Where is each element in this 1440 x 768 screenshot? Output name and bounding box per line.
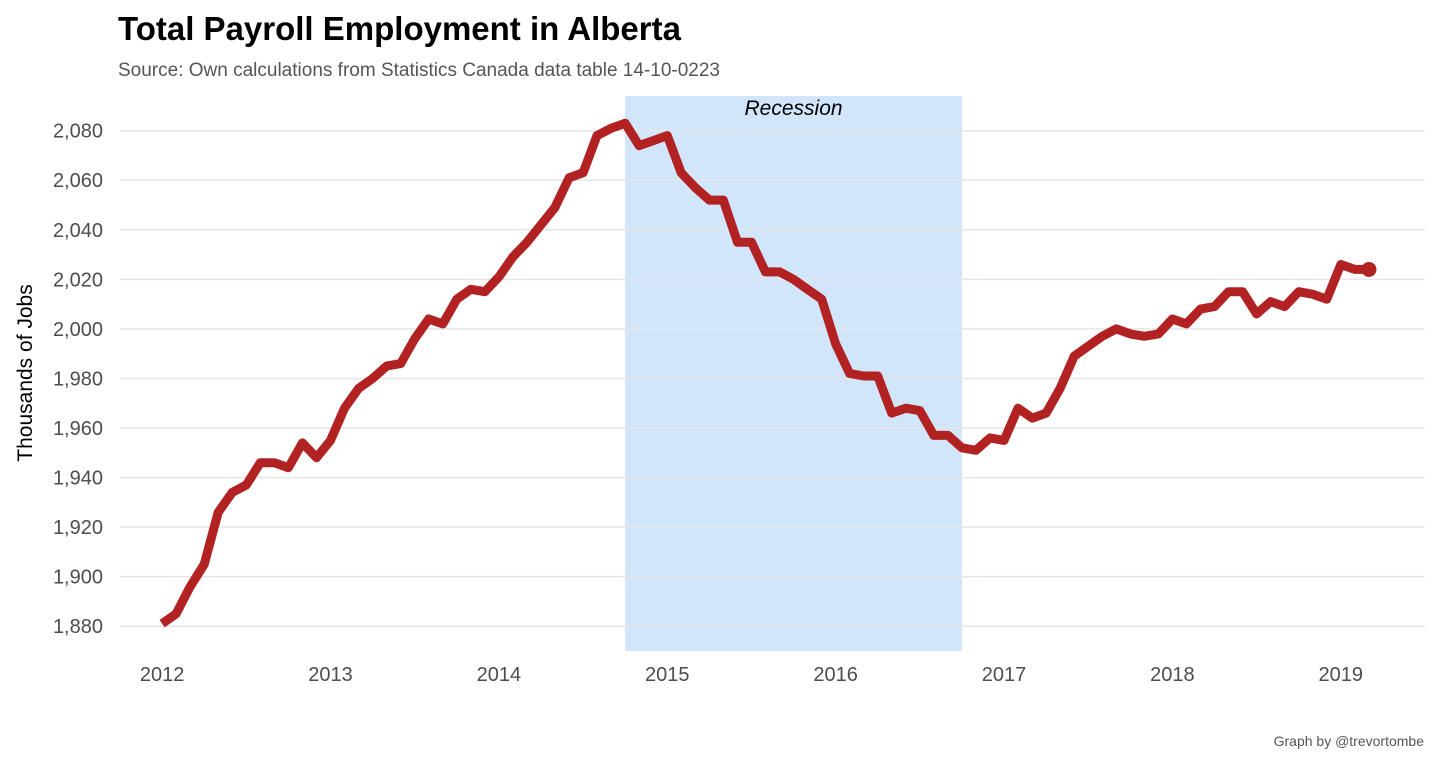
x-tick-label: 2017 — [982, 664, 1027, 686]
x-tick-label: 2014 — [477, 664, 522, 686]
x-tick-label: 2018 — [1150, 664, 1195, 686]
recession-region — [625, 96, 962, 651]
y-axis-title: Thousands of Jobs — [14, 284, 37, 461]
gridlines — [120, 129, 1425, 627]
series-layer — [159, 118, 1377, 628]
chart-caption: Graph by @trevortombe — [1273, 733, 1424, 749]
y-tick-label: 1,900 — [53, 567, 103, 589]
y-tick-label: 1,960 — [53, 418, 103, 440]
x-tick-label: 2015 — [645, 664, 690, 686]
y-tick-label: 2,000 — [53, 319, 103, 341]
recession-shade — [625, 96, 962, 651]
y-tick-label: 2,020 — [53, 269, 103, 291]
x-tick-label: 2012 — [140, 664, 185, 686]
x-tick-label: 2019 — [1319, 664, 1364, 686]
recession-label: Recession — [745, 97, 843, 120]
chart-subtitle: Source: Own calculations from Statistics… — [118, 60, 720, 81]
y-tick-label: 1,940 — [53, 468, 103, 490]
x-tick-label: 2013 — [308, 664, 353, 686]
x-tick-label: 2016 — [813, 664, 858, 686]
series-line — [159, 118, 1369, 628]
x-axis-ticks: 2012 2013 2014 2015 2016 2017 2018 2019 — [140, 664, 1363, 686]
series-endpoint — [1361, 261, 1377, 277]
y-tick-label: 1,880 — [53, 616, 103, 638]
y-axis-ticks: 1,880 1,900 1,920 1,940 1,960 1,980 2,000 2,020… — [53, 121, 103, 639]
y-tick-label: 1,980 — [53, 368, 103, 390]
chart-title: Total Payroll Employment in Alberta — [118, 10, 681, 47]
y-tick-label: 2,060 — [53, 170, 103, 192]
y-tick-label: 2,080 — [53, 121, 103, 143]
y-tick-label: 1,920 — [53, 517, 103, 539]
y-tick-label: 2,040 — [53, 220, 103, 242]
